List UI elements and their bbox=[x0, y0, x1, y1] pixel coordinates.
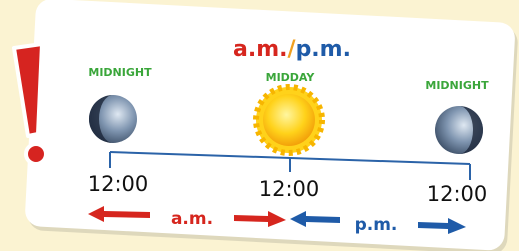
time: 12:00 bbox=[88, 172, 149, 196]
time: 12:00 bbox=[259, 177, 320, 201]
title-am: a.m. bbox=[233, 37, 287, 62]
label-midnight: MIDNIGHT bbox=[88, 66, 152, 79]
exclamation bbox=[14, 44, 46, 164]
infographic: a.m./p.m. MIDNIGHT MIDDAY MIDNIGHT 12:00… bbox=[0, 0, 519, 251]
label-midday: MIDDAY bbox=[266, 71, 316, 84]
title-pm: p.m. bbox=[296, 37, 351, 62]
title: a.m./p.m. bbox=[233, 37, 351, 62]
label-midnight: MIDNIGHT bbox=[425, 79, 489, 92]
arrow-label-am: a.m. bbox=[171, 209, 213, 229]
sun bbox=[256, 87, 322, 153]
time: 12:00 bbox=[427, 182, 488, 206]
arrow-label-pm: p.m. bbox=[355, 215, 398, 235]
